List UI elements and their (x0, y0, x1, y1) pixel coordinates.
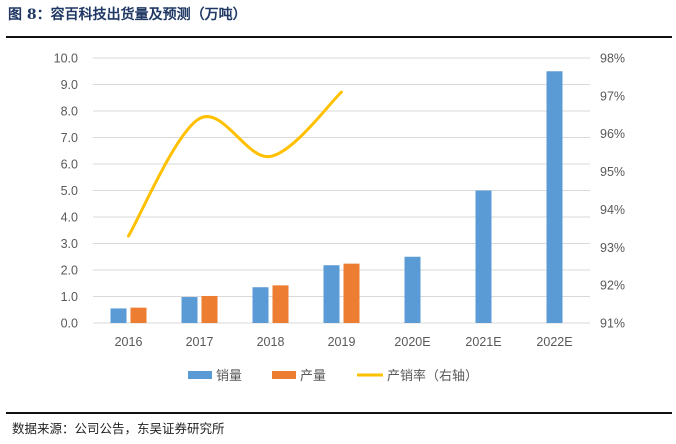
legend-swatch (188, 371, 212, 379)
x-tick-label: 2018 (257, 335, 285, 349)
left-tick-label: 3.0 (61, 237, 78, 251)
legend-label: 产销率（右轴） (387, 368, 478, 383)
bar-sales (546, 71, 563, 323)
x-tick-label: 2020E (394, 335, 430, 349)
right-tick-label: 92% (600, 279, 625, 293)
bar-sales (475, 190, 492, 323)
right-tick-label: 93% (600, 241, 625, 255)
source-note: 数据来源：公司公告，东吴证券研究所 (12, 421, 225, 436)
line-sell-through-rate (127, 90, 343, 238)
left-tick-label: 0.0 (61, 317, 78, 331)
x-tick-label: 2016 (115, 335, 143, 349)
bar-production (130, 307, 147, 323)
legend-swatch (272, 371, 296, 379)
left-tick-label: 2.0 (61, 264, 78, 278)
bar-sales (404, 256, 421, 323)
bar-sales (252, 287, 269, 323)
left-tick-label: 4.0 (61, 211, 78, 225)
left-tick-label: 10.0 (54, 52, 78, 66)
left-tick-label: 7.0 (61, 131, 78, 145)
bar-sales (110, 308, 127, 323)
left-tick-label: 9.0 (61, 78, 78, 92)
left-tick-label: 5.0 (61, 184, 78, 198)
left-tick-label: 8.0 (61, 105, 78, 119)
bar-sales (181, 297, 198, 323)
bar-sales (323, 265, 340, 323)
title-divider (6, 36, 672, 38)
x-tick-label: 2017 (186, 335, 214, 349)
right-tick-label: 98% (600, 52, 625, 66)
chart: 0.0 1.0 2.0 3.0 4.0 5.0 6.0 7.0 8.0 9.0 10.0 91% 92%… (54, 52, 625, 384)
x-tick-label: 2022E (536, 335, 572, 349)
right-tick-label: 97% (600, 89, 625, 103)
right-tick-label: 91% (600, 317, 625, 331)
bar-production (343, 263, 360, 323)
left-tick-label: 1.0 (61, 290, 78, 304)
right-tick-label: 96% (600, 127, 625, 141)
right-tick-label: 95% (600, 165, 625, 179)
x-tick-label: 2019 (328, 335, 356, 349)
bar-production (201, 295, 218, 323)
left-tick-label: 6.0 (61, 158, 78, 172)
bar-production (272, 285, 289, 323)
source-divider (6, 412, 672, 414)
x-tick-label: 2021E (465, 335, 501, 349)
legend-label: 销量 (216, 368, 242, 383)
right-tick-label: 94% (600, 203, 625, 217)
figure-title: 图 8：容百科技出货量及预测（万吨） (8, 7, 247, 23)
legend-label: 产量 (300, 368, 326, 383)
